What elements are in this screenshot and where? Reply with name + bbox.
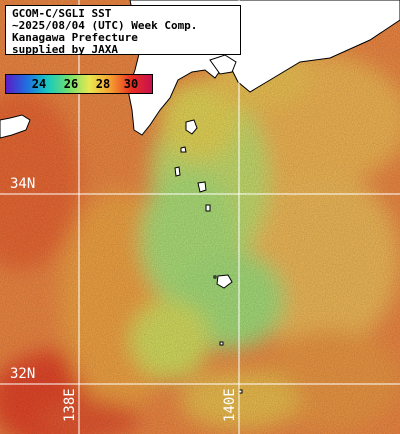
lat-label-32n: 32N [10,366,36,382]
colorbar-tick-24: 24 [31,77,47,91]
colorbar-tick-30: 30 [123,77,139,91]
land-izu-west [0,114,31,139]
lat-label-34n: 34N [10,176,36,192]
colorbar-tick-28: 28 [95,77,111,91]
lon-label-138e: 138E [62,388,78,422]
island-miyakejima [205,204,211,212]
island-hachijojima [216,274,233,289]
title-line-4: supplied by JAXA [12,43,118,56]
title-line-2: ~2025/08/04 (UTC) Week Comp. [12,19,198,32]
island-aogashima [219,341,224,346]
island-small-1 [213,275,217,279]
island-niijima [174,166,181,177]
title-box: GCOM-C/SGLI SST ~2025/08/04 (UTC) Week C… [5,5,241,56]
island-toshima [180,146,187,153]
island-oshima [185,119,198,135]
colorbar-tick-26: 26 [63,77,79,91]
title-line-1: GCOM-C/SGLI SST [12,7,112,20]
sst-colorbar: 24 26 28 30 [5,74,153,94]
island-kozushima [197,181,207,193]
land-boso [209,54,237,75]
title-line-3: Kanagawa Prefecture [12,31,138,44]
lon-label-140e: 140E [222,388,238,422]
